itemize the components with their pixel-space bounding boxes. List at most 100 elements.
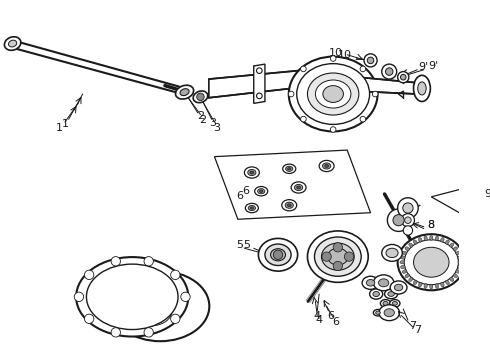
Ellipse shape bbox=[400, 265, 405, 269]
Text: 9: 9 bbox=[489, 189, 490, 199]
Ellipse shape bbox=[450, 243, 454, 247]
Ellipse shape bbox=[424, 236, 427, 241]
Circle shape bbox=[393, 215, 404, 226]
Ellipse shape bbox=[86, 264, 178, 329]
Ellipse shape bbox=[457, 265, 462, 269]
Ellipse shape bbox=[297, 64, 369, 125]
Text: 5: 5 bbox=[244, 240, 251, 251]
Text: 5: 5 bbox=[442, 261, 449, 271]
Circle shape bbox=[171, 270, 180, 279]
Ellipse shape bbox=[193, 91, 208, 103]
Ellipse shape bbox=[291, 182, 306, 193]
Ellipse shape bbox=[409, 278, 413, 282]
Circle shape bbox=[144, 257, 153, 266]
Circle shape bbox=[372, 91, 378, 97]
Ellipse shape bbox=[283, 164, 296, 174]
Ellipse shape bbox=[369, 289, 383, 299]
Text: 7: 7 bbox=[414, 324, 421, 334]
Ellipse shape bbox=[325, 165, 328, 167]
Circle shape bbox=[330, 127, 336, 132]
Ellipse shape bbox=[315, 237, 361, 276]
Ellipse shape bbox=[327, 248, 348, 265]
Text: 2: 2 bbox=[197, 112, 204, 121]
Ellipse shape bbox=[453, 274, 458, 278]
Ellipse shape bbox=[282, 200, 297, 211]
Ellipse shape bbox=[245, 203, 258, 213]
Ellipse shape bbox=[288, 168, 291, 170]
Ellipse shape bbox=[458, 261, 463, 264]
Circle shape bbox=[301, 66, 306, 72]
Ellipse shape bbox=[248, 170, 256, 176]
Ellipse shape bbox=[441, 238, 444, 242]
Circle shape bbox=[403, 226, 413, 235]
Text: 4: 4 bbox=[314, 311, 321, 321]
Text: 6: 6 bbox=[243, 186, 250, 196]
Ellipse shape bbox=[402, 270, 407, 273]
Ellipse shape bbox=[285, 202, 294, 208]
Ellipse shape bbox=[8, 40, 17, 47]
Ellipse shape bbox=[373, 275, 394, 291]
Ellipse shape bbox=[286, 166, 293, 171]
Ellipse shape bbox=[405, 247, 409, 251]
Ellipse shape bbox=[418, 82, 426, 95]
Polygon shape bbox=[209, 70, 308, 98]
Ellipse shape bbox=[445, 240, 449, 244]
Ellipse shape bbox=[297, 186, 300, 189]
Text: 9: 9 bbox=[484, 189, 490, 199]
Circle shape bbox=[333, 243, 343, 252]
Polygon shape bbox=[358, 77, 417, 94]
Ellipse shape bbox=[409, 243, 413, 247]
Ellipse shape bbox=[4, 37, 21, 50]
Ellipse shape bbox=[385, 289, 398, 299]
Text: 10: 10 bbox=[338, 50, 352, 60]
Ellipse shape bbox=[453, 247, 458, 251]
Ellipse shape bbox=[260, 190, 263, 192]
Ellipse shape bbox=[400, 261, 405, 264]
Circle shape bbox=[405, 217, 411, 224]
Ellipse shape bbox=[418, 283, 422, 287]
Text: 3: 3 bbox=[209, 118, 216, 128]
Ellipse shape bbox=[430, 284, 433, 289]
Ellipse shape bbox=[362, 276, 379, 289]
Ellipse shape bbox=[456, 251, 460, 255]
Ellipse shape bbox=[367, 279, 375, 286]
Ellipse shape bbox=[378, 279, 389, 287]
Ellipse shape bbox=[430, 235, 433, 240]
Ellipse shape bbox=[111, 271, 209, 341]
Text: 1: 1 bbox=[56, 123, 63, 133]
Ellipse shape bbox=[180, 89, 189, 96]
Ellipse shape bbox=[255, 186, 268, 196]
Circle shape bbox=[382, 64, 397, 79]
Text: 10: 10 bbox=[329, 48, 343, 58]
Ellipse shape bbox=[245, 167, 259, 178]
Circle shape bbox=[84, 314, 94, 324]
Text: 3: 3 bbox=[213, 123, 220, 133]
Text: 7: 7 bbox=[409, 321, 416, 331]
Ellipse shape bbox=[175, 85, 194, 99]
Ellipse shape bbox=[394, 284, 403, 291]
Ellipse shape bbox=[435, 284, 439, 288]
Text: 1: 1 bbox=[61, 119, 69, 129]
Ellipse shape bbox=[130, 296, 172, 326]
Ellipse shape bbox=[390, 300, 400, 307]
Ellipse shape bbox=[379, 305, 399, 321]
Circle shape bbox=[360, 116, 366, 122]
Circle shape bbox=[74, 292, 84, 301]
Circle shape bbox=[322, 252, 331, 261]
Circle shape bbox=[388, 209, 410, 231]
Ellipse shape bbox=[400, 256, 405, 259]
Ellipse shape bbox=[373, 292, 379, 297]
Ellipse shape bbox=[319, 160, 334, 172]
Ellipse shape bbox=[382, 244, 402, 261]
Text: 9': 9' bbox=[418, 62, 429, 72]
Ellipse shape bbox=[287, 204, 291, 207]
Text: 8: 8 bbox=[428, 220, 435, 230]
Ellipse shape bbox=[76, 257, 188, 337]
Ellipse shape bbox=[380, 300, 391, 307]
Text: 4: 4 bbox=[316, 315, 323, 325]
Text: 6: 6 bbox=[332, 317, 340, 327]
Ellipse shape bbox=[414, 75, 430, 102]
Text: 6: 6 bbox=[236, 191, 243, 201]
Ellipse shape bbox=[307, 73, 359, 115]
Circle shape bbox=[386, 68, 393, 75]
